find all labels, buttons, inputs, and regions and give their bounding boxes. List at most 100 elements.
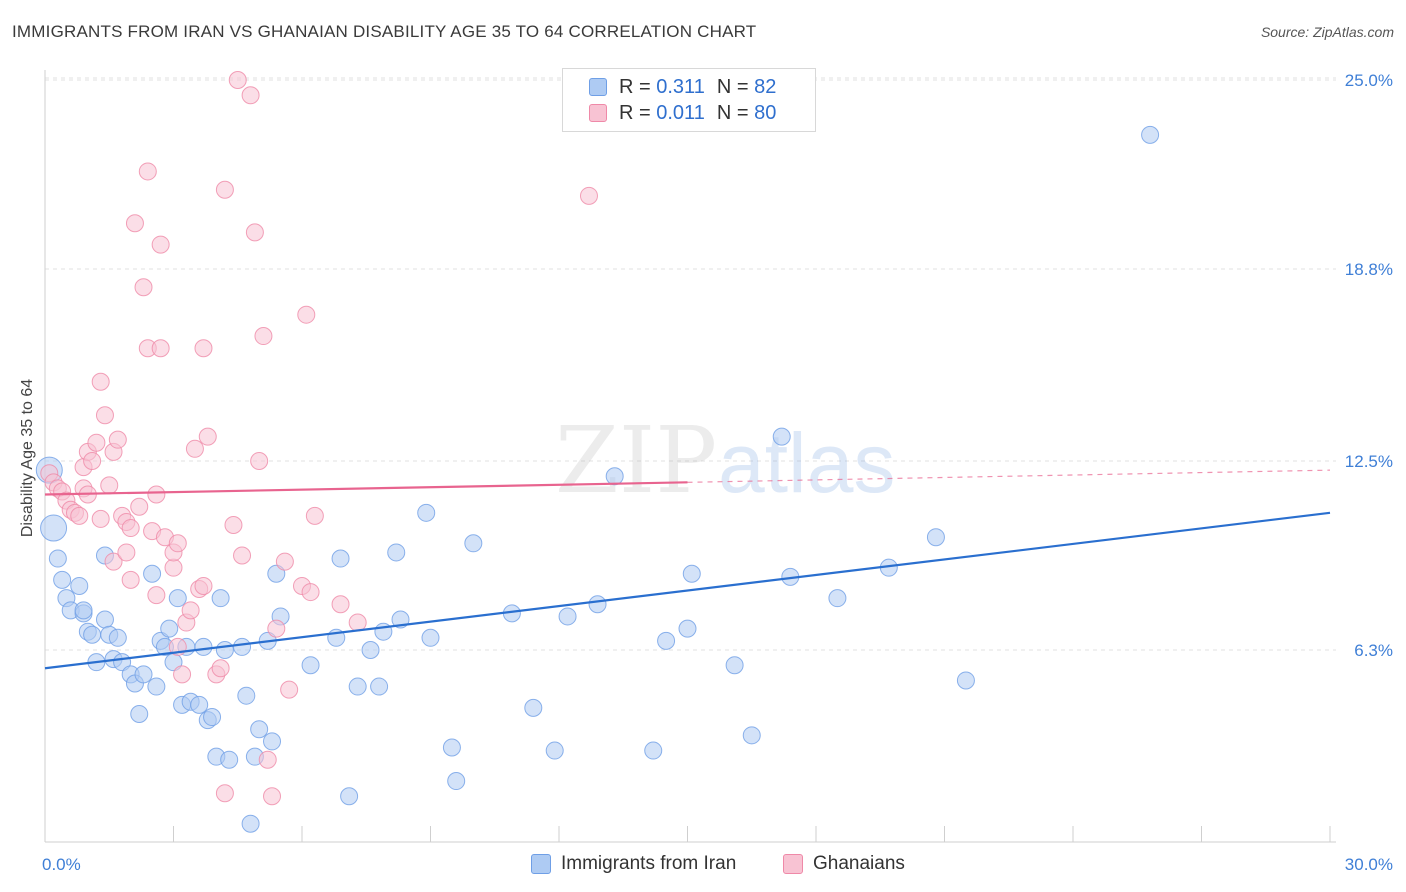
data-point-iran (387, 543, 406, 562)
data-point-iran (108, 628, 127, 647)
bottom-legend-label-ghana: Ghanaians (813, 853, 905, 874)
data-point-iran (134, 665, 153, 684)
legend-row-ghana: R = 0.011 N = 80 (589, 101, 776, 125)
legend-swatch-iran (589, 78, 607, 96)
data-point-iran (348, 677, 367, 696)
data-point-iran (220, 750, 239, 769)
bottom-legend-iran: Immigrants from Iran (531, 852, 736, 876)
data-point-ghana (263, 787, 282, 806)
bottom-legend-swatch-iran (531, 854, 551, 874)
data-point-ghana (579, 186, 598, 205)
data-point-iran (267, 564, 286, 583)
data-point-iran (524, 698, 543, 717)
data-point-iran (644, 741, 663, 760)
data-point-ghana (104, 552, 123, 571)
data-point-ghana (125, 214, 144, 233)
data-point-ghana (151, 339, 170, 358)
data-point-iran (657, 631, 676, 650)
r-label: R = (619, 75, 651, 98)
data-point-ghana (91, 509, 110, 528)
data-point-iran (447, 772, 466, 791)
data-point-ghana (134, 278, 153, 297)
data-point-ghana (280, 680, 299, 699)
trend-layer (44, 469, 1331, 670)
data-point-ghana (233, 546, 252, 565)
data-point-ghana (241, 86, 260, 105)
data-point-ghana (168, 534, 187, 553)
data-point-iran (772, 427, 791, 446)
data-point-ghana (250, 452, 269, 470)
watermark-atlas: atlas (718, 416, 895, 510)
data-point-ghana (194, 339, 213, 358)
data-point-iran (742, 726, 761, 745)
data-point-iran (147, 677, 166, 696)
y-axis-label: Disability Age 35 to 64 (19, 379, 36, 537)
data-point-iran (725, 656, 744, 675)
data-point-ghana (305, 506, 324, 525)
data-point-iran (558, 607, 577, 626)
data-point-ghana (181, 601, 200, 620)
bottom-legend-ghana: Ghanaians (783, 852, 905, 876)
legend-row-iran: R = 0.311 N = 82 (589, 75, 776, 99)
data-point-ghana (297, 305, 316, 324)
data-point-iran (95, 610, 114, 629)
data-point-iran (828, 589, 847, 608)
data-point-ghana (258, 750, 277, 769)
x-tick-label: 0.0% (42, 855, 81, 874)
data-point-iran (194, 637, 213, 656)
data-point-ghana (267, 619, 286, 638)
data-point-ghana (245, 223, 264, 242)
data-point-iran (442, 738, 461, 757)
data-point-iran (250, 720, 269, 739)
data-point-ghana (100, 476, 119, 495)
zipatlas-watermark: ZIP atlas (555, 407, 895, 514)
y-tick-label: 6.3% (1354, 641, 1393, 660)
data-point-ghana (254, 327, 273, 346)
n-label: N = (716, 101, 749, 124)
data-point-ghana (215, 180, 234, 199)
data-point-iran (926, 528, 945, 547)
data-point-iran (464, 534, 483, 553)
data-point-ghana (228, 71, 247, 89)
data-point-iran (203, 708, 222, 727)
data-point-ghana (83, 452, 102, 470)
data-point-ghana (121, 570, 140, 589)
data-point-ghana (301, 583, 320, 602)
data-point-ghana (164, 558, 183, 577)
data-point-iran (160, 619, 179, 638)
data-point-iran (48, 549, 67, 568)
data-point-ghana (70, 506, 89, 525)
bottom-legend-swatch-ghana (783, 854, 803, 874)
data-point-ghana (348, 613, 367, 632)
data-point-iran (237, 686, 256, 705)
data-point-ghana (173, 665, 192, 684)
data-point-iran (233, 637, 252, 656)
data-point-iran (956, 671, 975, 690)
data-point-iran (361, 640, 380, 659)
data-point-iran (211, 589, 230, 608)
data-point-iran (605, 467, 624, 486)
data-point-iran (340, 787, 359, 806)
data-point-ghana (151, 235, 170, 254)
trend-line-ghana-extension (687, 469, 1331, 483)
n-label: N = (716, 75, 749, 98)
y-tick-label: 12.5% (1345, 452, 1393, 471)
r-value-iran: 0.311 (656, 75, 705, 98)
data-point-ghana (87, 433, 106, 452)
data-point-ghana (117, 543, 136, 562)
data-point-iran (190, 695, 209, 714)
source-label: Source: ZipAtlas.com (1260, 24, 1394, 40)
data-point-ghana (215, 784, 234, 803)
data-point-iran (1141, 125, 1160, 144)
axis-layer (44, 70, 1336, 843)
data-point-ghana (91, 372, 110, 391)
data-point-iran (74, 601, 93, 620)
chart-title: IMMIGRANTS FROM IRAN VS GHANAIAN DISABIL… (12, 22, 757, 41)
data-point-iran (545, 741, 564, 760)
data-point-ghana (198, 427, 217, 446)
data-point-iran (83, 625, 102, 644)
data-point-ghana (138, 162, 157, 181)
n-value-iran: 82 (754, 75, 777, 98)
data-point-ghana (185, 439, 204, 458)
data-point-ghana (275, 552, 294, 571)
